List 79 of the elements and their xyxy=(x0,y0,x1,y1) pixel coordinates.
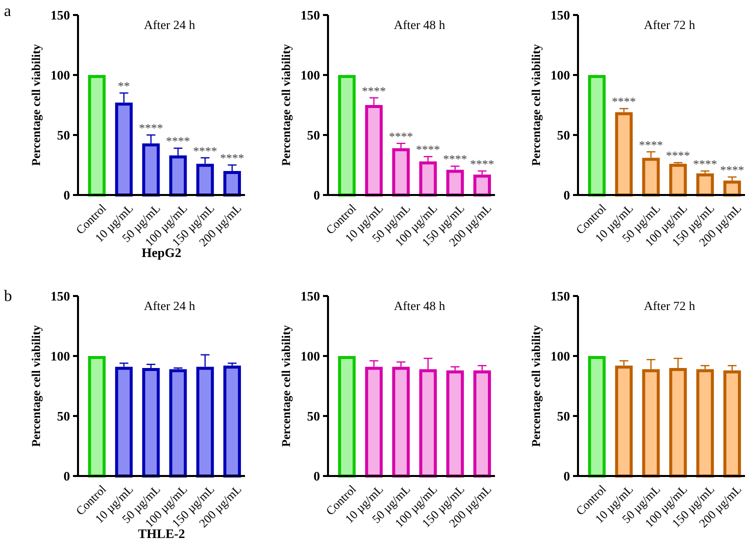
chart-title: After 72 h xyxy=(644,18,696,32)
chart-title: After 24 h xyxy=(144,18,196,32)
bar xyxy=(696,369,714,478)
annotation: **** xyxy=(166,134,190,148)
bar xyxy=(588,75,606,196)
annotation: **** xyxy=(138,121,163,135)
annotation: **** xyxy=(666,148,690,163)
annotation: **** xyxy=(416,142,440,157)
bar xyxy=(88,356,106,478)
annotation: **** xyxy=(220,151,244,165)
bar xyxy=(142,368,160,478)
bar xyxy=(615,366,633,478)
bar xyxy=(696,173,714,196)
y-tick-label: 0 xyxy=(314,468,320,484)
bar xyxy=(338,356,356,478)
chart-title: After 24 h xyxy=(144,299,196,313)
annotation: **** xyxy=(362,84,386,98)
y-tick-label: 100 xyxy=(550,348,570,364)
text: THLE-2 xyxy=(138,526,185,541)
y-axis-title: Percentage cell viability xyxy=(29,325,43,447)
annotation: **** xyxy=(638,138,663,152)
bar xyxy=(223,366,241,478)
y-tick-label: 100 xyxy=(300,68,320,83)
bar xyxy=(392,148,410,196)
bar xyxy=(723,370,741,478)
annotation: **** xyxy=(443,152,468,166)
bar xyxy=(669,164,687,196)
y-tick-label: 50 xyxy=(307,408,320,424)
chart-title: After 72 h xyxy=(644,299,696,313)
y-axis-title: Percentage cell viability xyxy=(29,44,43,166)
annotation: **** xyxy=(612,94,636,109)
bar xyxy=(419,161,437,196)
y-tick-label: 150 xyxy=(550,8,570,23)
y-tick-label: 50 xyxy=(307,128,320,143)
y-tick-label: 150 xyxy=(50,8,70,23)
y-tick-label: 50 xyxy=(57,408,70,424)
y-tick-label: 100 xyxy=(50,348,70,364)
y-axis-title: Percentage cell viability xyxy=(279,325,293,447)
y-axis-title: Percentage cell viability xyxy=(529,44,543,166)
bar xyxy=(392,366,410,478)
y-tick-label: 150 xyxy=(550,288,570,304)
annotation: **** xyxy=(693,157,718,171)
y-tick-label: 50 xyxy=(557,128,570,143)
annotation: **** xyxy=(720,163,744,177)
annotation: ** xyxy=(118,79,130,93)
bar xyxy=(723,180,741,196)
annotation: **** xyxy=(388,129,413,144)
y-tick-label: 0 xyxy=(564,188,570,203)
bar xyxy=(115,366,133,478)
y-axis-title: Percentage cell viability xyxy=(279,44,293,166)
text: b xyxy=(4,288,12,305)
y-tick-label: 50 xyxy=(557,408,570,424)
annotation: **** xyxy=(193,144,218,158)
bar xyxy=(588,356,606,478)
y-axis-title: Percentage cell viability xyxy=(529,325,543,447)
chart-title: After 48 h xyxy=(394,18,446,32)
bar xyxy=(473,370,491,478)
bar xyxy=(338,75,356,196)
y-tick-label: 150 xyxy=(300,288,320,304)
bar xyxy=(473,174,491,196)
chart-title: After 48 h xyxy=(394,299,446,313)
bar xyxy=(169,369,187,478)
y-tick-label: 100 xyxy=(50,68,70,83)
y-tick-label: 0 xyxy=(64,188,70,203)
y-tick-label: 150 xyxy=(50,288,70,304)
bar xyxy=(88,75,106,196)
bar xyxy=(446,370,464,478)
y-tick-label: 150 xyxy=(300,8,320,23)
bar xyxy=(615,112,633,196)
y-tick-label: 100 xyxy=(300,348,320,364)
y-tick-label: 0 xyxy=(564,468,570,484)
y-tick-label: 100 xyxy=(550,68,570,83)
text: HepG2 xyxy=(142,245,182,260)
text: a xyxy=(4,3,12,20)
y-tick-label: 0 xyxy=(64,468,70,484)
bar xyxy=(446,170,464,196)
y-tick-label: 50 xyxy=(57,128,70,143)
annotation: **** xyxy=(470,157,494,171)
y-tick-label: 0 xyxy=(314,188,320,203)
